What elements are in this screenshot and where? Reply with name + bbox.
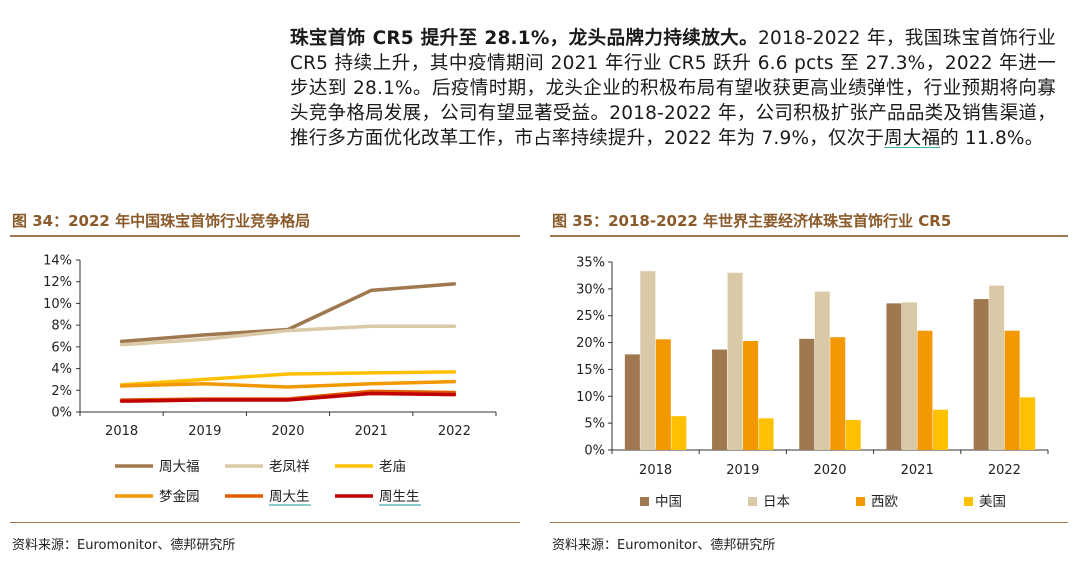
bar-美国-2019 [758,418,774,450]
y-tick-label: 20% [576,336,605,351]
x-tick-label: 2021 [355,424,388,439]
legend-label-周大福: 周大福 [159,459,200,475]
series-line-周大福 [119,282,457,344]
bar-中国-2022 [973,299,989,450]
bar-中国-2020 [799,338,815,450]
figure-34-title: 图 34：2022 年中国珠宝首饰行业竞争格局 [12,212,311,230]
x-tick-label: 2020 [813,463,846,478]
bar-日本-2019 [727,272,743,450]
bar-美国-2020 [845,419,861,450]
figure-34-bottom-rule [10,522,520,523]
y-tick-label: 5% [584,417,605,432]
y-tick-label: 0% [584,444,605,459]
figure-35-bottom-rule [550,522,1068,523]
y-tick-label: 10% [576,390,605,405]
x-tick-label: 2019 [188,424,221,439]
legend-label-中国: 中国 [655,494,682,510]
series-line-梦金园 [119,379,457,389]
y-tick-label: 6% [51,340,72,355]
bar-日本-2018 [640,271,656,450]
bar-日本-2020 [814,291,830,450]
x-tick-label: 2018 [639,463,672,478]
legend-swatch-中国 [640,497,649,506]
paragraph-body-2: 的 11.8%。 [940,128,1044,149]
legend-label-梦金园: 梦金园 [159,489,200,505]
figure-35-source: 资料来源：Euromonitor、德邦研究所 [552,538,776,553]
x-tick-label: 2022 [438,424,471,439]
legend-label-周大生: 周大生 [269,489,310,505]
figure-34-source: 资料来源：Euromonitor、德邦研究所 [12,538,236,553]
y-tick-label: 30% [576,282,605,297]
bar-西欧-2021 [917,330,933,450]
y-tick-label: 35% [576,256,605,271]
y-tick-label: 12% [43,275,72,290]
y-tick-label: 14% [43,254,72,269]
intro-paragraph: 珠宝首饰 CR5 提升至 28.1%，龙头品牌力持续放大。2018-2022 年… [290,26,1056,151]
bar-西欧-2020 [830,337,846,450]
y-tick-label: 25% [576,309,605,324]
bar-美国-2018 [671,416,687,450]
y-tick-label: 0% [51,406,72,421]
paragraph-body-1: 2018-2022 年，我国珠宝首饰行业 CR5 持续上升，其中疫情期间 202… [290,28,1056,149]
bar-美国-2022 [1020,397,1036,450]
legend-swatch-西欧 [856,497,865,506]
figure-35-top-rule [550,235,1068,237]
x-tick-label: 2018 [105,424,138,439]
bar-中国-2018 [624,354,640,450]
legend-swatch-美国 [964,497,973,506]
legend-label-美国: 美国 [979,494,1006,510]
y-tick-label: 15% [576,363,605,378]
series-line-老庙 [119,370,457,387]
bar-中国-2021 [886,303,902,450]
y-tick-label: 2% [51,384,72,399]
paragraph-link-zhoudafu[interactable]: 周大福 [884,128,941,149]
x-tick-label: 2019 [726,463,759,478]
series-line-老凤祥 [119,324,457,347]
figure-35-bar-chart: 0% 5% 10% 15% 20% 25% 30% 35% 2018 2019 2020 2021 20… [576,256,1049,510]
figure-34-top-rule [10,235,520,237]
x-tick-label: 2020 [271,424,304,439]
legend-label-日本: 日本 [763,494,791,510]
x-tick-label: 2022 [988,463,1021,478]
bar-西欧-2022 [1004,330,1020,450]
figure-35-title: 图 35：2018-2022 年世界主要经济体珠宝首饰行业 CR5 [552,212,952,230]
figure-34-line-chart: 0% 2% 4% 6% 8% 10% 12% 14% 2018 2019 2020 2021 2022 周… [43,254,497,506]
bar-西欧-2019 [743,340,759,450]
legend-label-西欧: 西欧 [871,494,899,510]
series-line-周生生 [119,391,457,403]
legend-swatch-日本 [748,497,757,506]
y-tick-label: 8% [51,319,72,334]
x-tick-label: 2021 [901,463,934,478]
paragraph-lead: 珠宝首饰 CR5 提升至 28.1%，龙头品牌力持续放大。 [290,28,758,49]
y-tick-label: 10% [43,297,72,312]
bar-中国-2019 [712,349,728,450]
legend-label-老凤祥: 老凤祥 [269,459,310,475]
legend-label-老庙: 老庙 [379,459,406,475]
bar-日本-2022 [989,285,1005,450]
y-tick-label: 4% [51,362,72,377]
bar-美国-2021 [932,409,948,450]
bar-日本-2021 [901,302,917,450]
legend-label-周生生: 周生生 [379,489,420,505]
bar-西欧-2018 [655,339,671,450]
